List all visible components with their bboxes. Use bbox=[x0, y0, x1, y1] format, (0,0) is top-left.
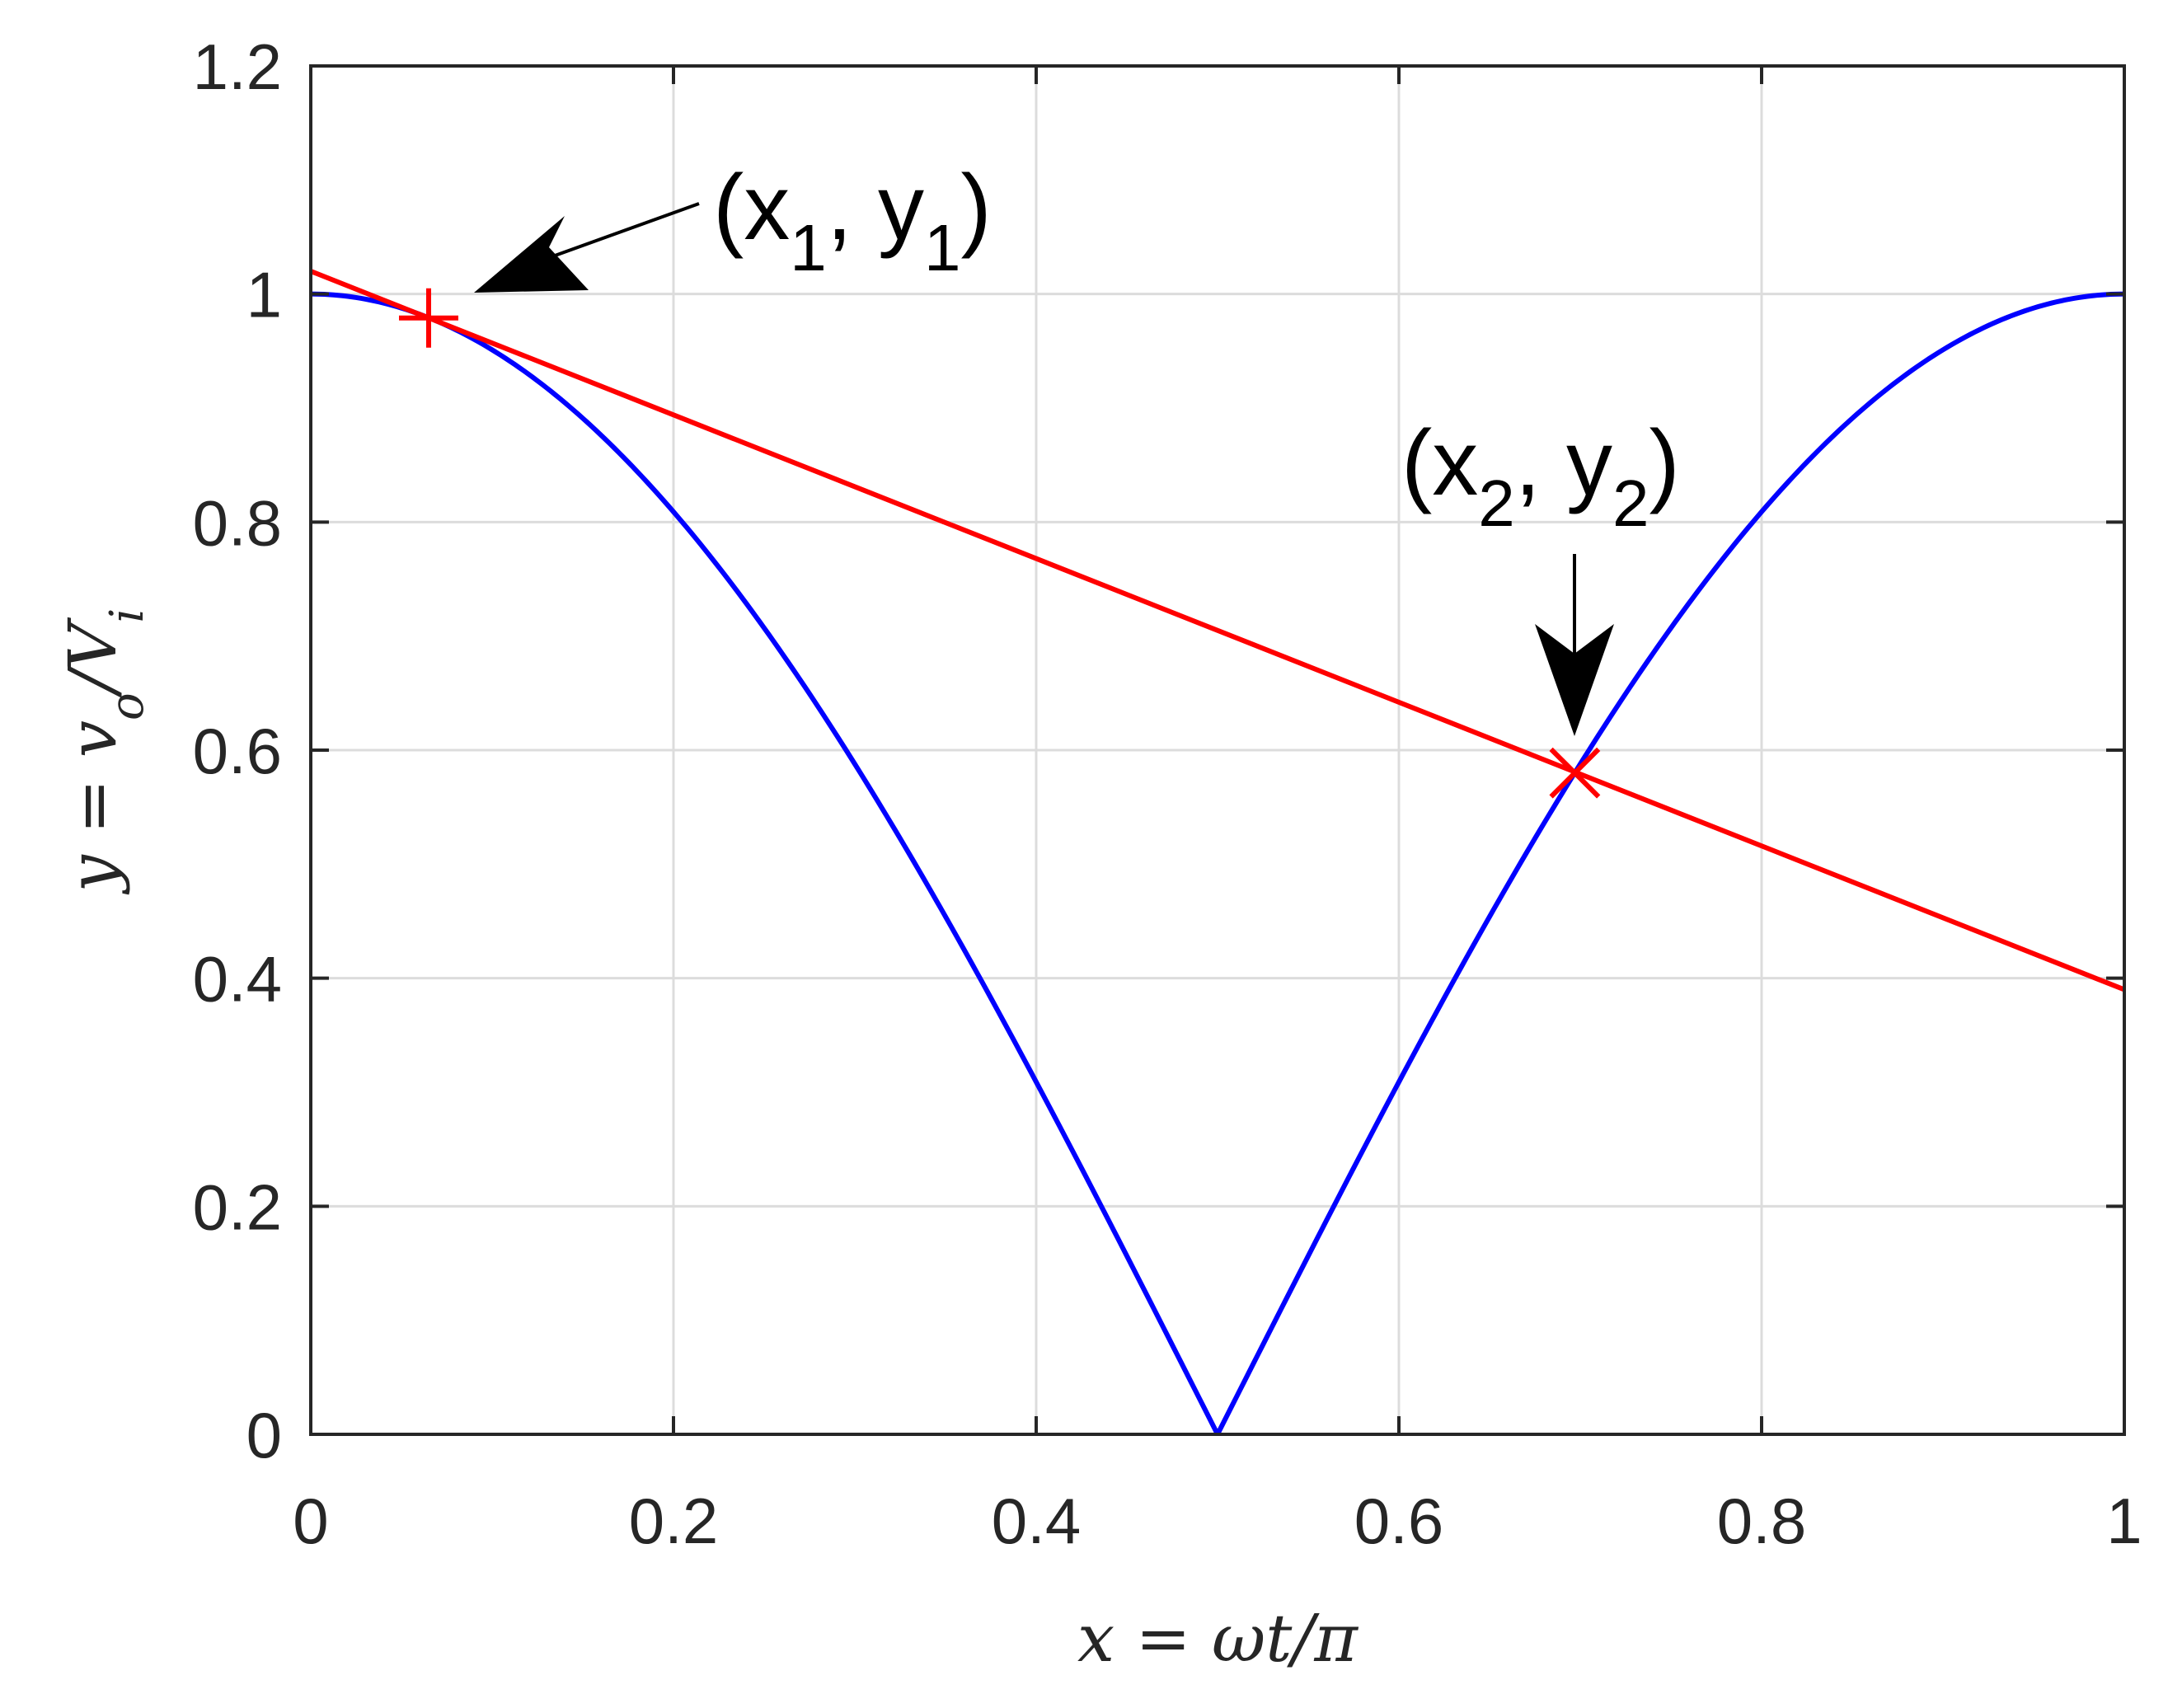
marker-stroke bbox=[1549, 747, 1601, 799]
x-tick-label: 0.8 bbox=[1717, 1485, 1806, 1557]
annotation-subscript: 1 bbox=[790, 211, 827, 284]
x-tick-label: 1 bbox=[2106, 1485, 2142, 1557]
grid bbox=[309, 64, 2126, 1436]
series-line-2 bbox=[311, 269, 2124, 992]
annotation-text: (x bbox=[713, 156, 790, 259]
series-layer bbox=[311, 269, 2124, 1434]
marker-2 bbox=[1549, 747, 1601, 799]
y-label-sub: o bbox=[101, 692, 154, 720]
annotation-2: (x2, y2) bbox=[1401, 411, 1680, 736]
annotation-subscript: 1 bbox=[924, 211, 961, 284]
y-tick-label: 1.2 bbox=[193, 30, 282, 103]
annotation-text: , y bbox=[827, 156, 924, 259]
annotation-subscript: 2 bbox=[1612, 467, 1649, 540]
marker-layer bbox=[399, 288, 1601, 799]
series-line-1 bbox=[311, 291, 2124, 1434]
annotation-text: ) bbox=[1649, 411, 1680, 514]
x-tick-label: 0.4 bbox=[992, 1485, 1081, 1557]
x-tick-label: 0.2 bbox=[629, 1485, 718, 1557]
annotation-2-arrowhead bbox=[1535, 624, 1614, 736]
x-tick-label: 0.6 bbox=[1354, 1485, 1443, 1557]
annotation-text: ) bbox=[961, 156, 992, 259]
x-axis-label: x = ωt/π bbox=[1077, 1600, 1359, 1677]
y-tick-label: 0.4 bbox=[193, 943, 282, 1016]
y-tick-label: 1 bbox=[246, 259, 282, 331]
y-tick-label: 0 bbox=[246, 1399, 282, 1471]
marker-1 bbox=[399, 288, 458, 348]
y-tick-labels: 0 0.2 0.4 0.6 0.8 1 1.2 bbox=[193, 30, 282, 1471]
annotation-1-label: (x1, y1) bbox=[713, 156, 992, 284]
y-label-main: y = v bbox=[54, 720, 131, 894]
annotation-1: (x1, y1) bbox=[474, 156, 992, 293]
y-tick-label: 0.8 bbox=[193, 486, 282, 559]
annotation-subscript: 2 bbox=[1478, 467, 1515, 540]
annotation-text: (x bbox=[1401, 411, 1478, 514]
y-tick-label: 0.6 bbox=[193, 715, 282, 787]
annotation-text: , y bbox=[1515, 411, 1612, 514]
x-tick-label: 0 bbox=[293, 1485, 328, 1557]
annotation-1-arrowhead bbox=[474, 216, 589, 293]
annotation-2-label: (x2, y2) bbox=[1401, 411, 1680, 540]
y-tick-label: 0.2 bbox=[193, 1171, 282, 1243]
y-label-sub: i bbox=[101, 608, 154, 623]
y-axis-label: y = vo/Vi bbox=[54, 608, 154, 895]
ticks bbox=[309, 64, 2126, 1436]
x-tick-labels: 0 0.2 0.4 0.6 0.8 1 bbox=[293, 1485, 2142, 1557]
y-label-main: /V bbox=[54, 617, 131, 698]
